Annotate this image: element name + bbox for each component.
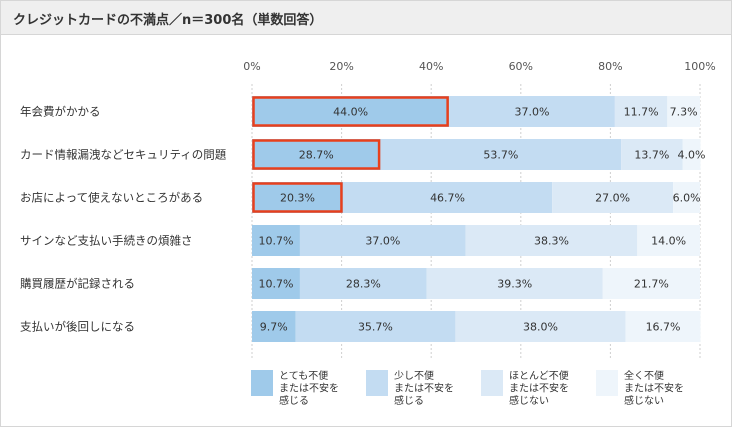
- data-label: 44.0%: [333, 106, 368, 119]
- legend-label: ほとんど不便: [509, 369, 569, 382]
- bar-segment: [625, 311, 701, 342]
- data-label: 7.3%: [670, 106, 698, 119]
- legend-swatch: [251, 370, 273, 396]
- bar-segment: [252, 96, 450, 127]
- data-label: 21.7%: [634, 278, 669, 291]
- legend-swatch: [481, 370, 503, 396]
- category-label: 年会費がかかる: [20, 105, 101, 119]
- legend-swatch: [596, 370, 618, 396]
- x-tick-label: 20%: [329, 60, 353, 73]
- data-label: 38.3%: [534, 235, 569, 248]
- legend-label: または不安を: [279, 382, 339, 395]
- x-tick-label: 80%: [598, 60, 622, 73]
- bar-segment: [455, 311, 626, 342]
- data-label: 10.7%: [258, 235, 293, 248]
- data-label: 16.7%: [646, 321, 681, 334]
- bar-segment: [673, 182, 700, 213]
- bar-segment: [299, 225, 466, 256]
- x-tick-label: 0%: [243, 60, 260, 73]
- highlight-box: [252, 139, 381, 170]
- highlight-box: [252, 96, 449, 127]
- bar-segment: [252, 225, 300, 256]
- data-label: 37.0%: [515, 106, 550, 119]
- category-label: カード情報漏洩などセキュリティの問題: [20, 148, 227, 162]
- legend-label: または不安を: [509, 382, 569, 395]
- data-label: 39.3%: [497, 278, 532, 291]
- legend-label: 感じない: [624, 394, 664, 407]
- x-tick-label: 100%: [684, 60, 715, 73]
- chart-title: クレジットカードの不満点／n＝300名（単数回答）: [13, 13, 323, 28]
- data-label: 28.3%: [346, 278, 381, 291]
- category-label: 支払いが後回しになる: [20, 320, 135, 334]
- bar-segment: [449, 96, 615, 127]
- bar-segment: [637, 225, 700, 256]
- data-label: 38.0%: [523, 321, 558, 334]
- legend-label: 感じる: [394, 394, 424, 407]
- bar-segment: [295, 311, 456, 342]
- legend-label: 感じる: [279, 394, 309, 407]
- bar-segment: [342, 182, 553, 213]
- data-label: 9.7%: [260, 321, 288, 334]
- category-label: お店によって使えないところがある: [20, 191, 203, 205]
- x-tick-label: 60%: [509, 60, 533, 73]
- data-label: 28.7%: [299, 149, 334, 162]
- bar-segment: [552, 182, 674, 213]
- bar-segment: [614, 96, 668, 127]
- bar-segment: [252, 139, 381, 170]
- data-label: 6.0%: [673, 192, 701, 205]
- data-label: 46.7%: [430, 192, 465, 205]
- bar-segment: [602, 268, 700, 299]
- data-label: 4.0%: [678, 149, 706, 162]
- bar-segment: [299, 268, 427, 299]
- bar-segment: [465, 225, 638, 256]
- data-label: 27.0%: [595, 192, 630, 205]
- bar-segment: [667, 96, 700, 127]
- data-label: 53.7%: [483, 149, 518, 162]
- chart-header: クレジットカードの不満点／n＝300名（単数回答）: [1, 1, 731, 35]
- x-tick-label: 40%: [419, 60, 443, 73]
- data-label: 35.7%: [358, 321, 393, 334]
- bar-segment: [252, 268, 300, 299]
- bar-segment: [380, 139, 622, 170]
- bar-segment: [426, 268, 603, 299]
- legend-label: または不安を: [624, 382, 684, 395]
- data-label: 13.7%: [634, 149, 669, 162]
- legend-label: とても不便: [279, 369, 328, 382]
- legend-label: 全く不便: [624, 369, 664, 382]
- legend-swatch: [366, 370, 388, 396]
- data-label: 11.7%: [624, 106, 659, 119]
- bar-segment: [682, 139, 701, 170]
- legend-label: 少し不便: [394, 369, 434, 382]
- data-label: 37.0%: [365, 235, 400, 248]
- legend-label: または不安を: [394, 382, 454, 395]
- legend-label: 感じない: [509, 394, 549, 407]
- bar-segment: [621, 139, 683, 170]
- data-label: 10.7%: [258, 278, 293, 291]
- data-label: 20.3%: [280, 192, 315, 205]
- bar-segment: [252, 311, 296, 342]
- category-label: 購買履歴が記録される: [20, 277, 135, 291]
- bar-segment: [252, 182, 343, 213]
- highlight-box: [252, 182, 343, 213]
- data-label: 14.0%: [651, 235, 686, 248]
- category-label: サインなど支払い手続きの煩雑さ: [20, 234, 193, 248]
